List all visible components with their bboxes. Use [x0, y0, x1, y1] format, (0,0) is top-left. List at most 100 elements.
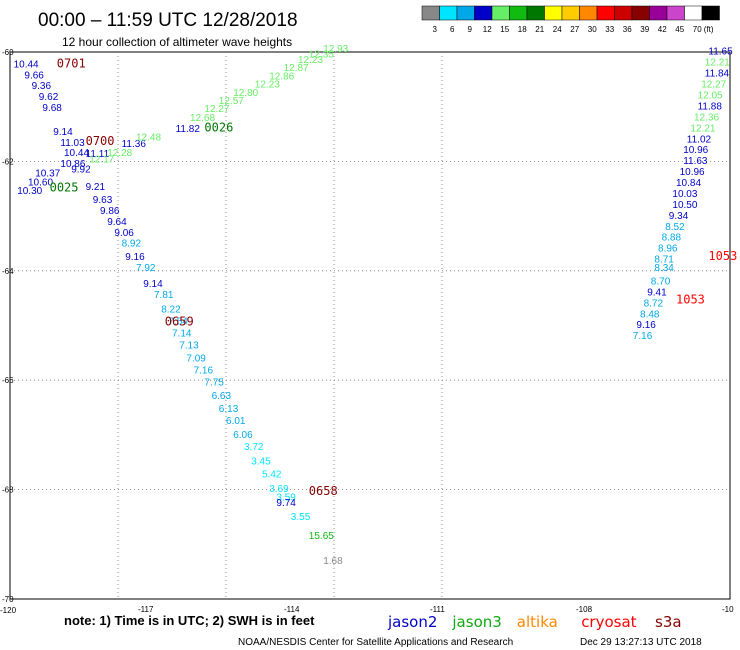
legend-label: 3 [433, 25, 438, 34]
wave-height-value: 10.84 [676, 178, 701, 189]
legend-label: 36 [623, 25, 632, 34]
wave-height-value: 6.01 [226, 416, 246, 427]
legend-swatch [649, 5, 668, 21]
wave-height-value: 11.02 [687, 134, 712, 145]
legend-label: 27 [570, 25, 579, 34]
wave-height-value: 12.57 [219, 96, 244, 107]
lon-tick-label: -117 [138, 605, 154, 614]
wave-height-value: 9.64 [107, 217, 127, 228]
wave-height-value: 9.92 [71, 164, 91, 175]
wave-height-value: 10.44 [14, 59, 39, 70]
longitude-labels: -120 -117 -114 -111 -108 -10 [0, 605, 734, 615]
wave-height-value: 8.92 [122, 239, 142, 250]
lon-tick-label: -10 [722, 605, 734, 614]
wave-height-value: 7.92 [136, 263, 156, 274]
wave-height-value: 12.21 [705, 58, 730, 69]
wave-height-value: 12.23 [255, 80, 280, 91]
pass-time-label: 0701 [57, 56, 86, 70]
legend-swatch [614, 5, 633, 21]
wave-height-value: 7.16 [633, 331, 653, 342]
wave-height-value: 3.72 [244, 442, 264, 453]
wave-height-value: 8.52 [665, 222, 685, 233]
wave-height-value: 3.69 [269, 484, 289, 495]
wave-height-value: 9.16 [636, 320, 656, 331]
wave-height-value: 12.93 [323, 44, 348, 55]
wave-height-value: 7.81 [154, 290, 174, 301]
legend-swatch [666, 5, 685, 21]
wave-height-value: 12.68 [190, 113, 215, 124]
pass-time-label: 0658 [309, 484, 338, 498]
legend-swatch [631, 5, 650, 21]
satellite-name: s3a [655, 613, 682, 631]
legend-swatch [439, 5, 458, 21]
satellite-name: cryosat [581, 613, 636, 631]
wave-height-value: 11.63 [683, 156, 708, 167]
satellite-name: jason3 [451, 613, 501, 631]
pass-time-label: 1053 [708, 249, 737, 263]
map-frame [9, 51, 731, 600]
credit-text: NOAA/NESDIS Center for Satellite Applica… [238, 637, 513, 648]
wave-height-value: 12.35 [309, 49, 334, 60]
wave-height-value: 7.13 [179, 340, 199, 351]
wave-height-value: 11.03 [60, 138, 85, 149]
legend-label: 39 [640, 25, 649, 34]
wave-height-value: 10.96 [683, 145, 708, 156]
wave-height-value: 9.21 [86, 182, 106, 193]
wave-height-value: 9.36 [32, 81, 52, 92]
legend-label: 6 [450, 25, 455, 34]
map-title: 00:00 – 11:59 UTC 12/28/2018 [38, 10, 298, 31]
wave-height-value: 12.87 [284, 63, 309, 74]
wave-height-value: 12.21 [690, 123, 715, 134]
legend-swatch [596, 5, 615, 21]
legend-swatch [474, 5, 493, 21]
wave-height-value: 8.70 [651, 276, 671, 287]
legend-label: 18 [518, 25, 527, 34]
pass-time-labels: 0701 0700 0025 0026 0659 0658 1053 1053 [50, 56, 738, 498]
wave-height-value: 9.62 [39, 92, 59, 103]
wave-height-value: 12.86 [269, 71, 294, 82]
wave-height-value: 10.86 [60, 159, 85, 170]
wave-height-value: 11.88 [698, 101, 723, 112]
wave-height-value: 12.80 [233, 88, 258, 99]
wave-height-value: 3.45 [251, 456, 271, 467]
wave-height-value: 8.71 [654, 255, 674, 266]
wave-height-value: 8.34 [654, 263, 674, 274]
legend-swatch [579, 5, 598, 21]
pass-time-label: 0026 [204, 120, 233, 134]
legend-label: 33 [605, 25, 614, 34]
wave-height-value: 12.28 [107, 148, 132, 159]
wave-height-value: 9.68 [42, 103, 62, 114]
legend-label: 45 [675, 25, 684, 34]
lat-tick-label: -66 [2, 376, 14, 385]
wave-height-value: 7.14 [172, 328, 192, 339]
wave-height-value: 8.96 [658, 244, 678, 255]
map-subtitle: 12 hour collection of altimeter wave hei… [62, 35, 292, 49]
wave-height-value: 8.22 [161, 304, 181, 315]
legend-swatch [684, 5, 703, 21]
wave-height-value: 9.34 [669, 211, 689, 222]
color-legend: 3 6 9 12 15 18 21 24 27 30 33 36 39 42 45 70 (ft) [421, 5, 720, 34]
wave-height-value: 5.42 [262, 470, 282, 481]
wave-height-value: 6.13 [219, 404, 239, 415]
satellite-name: jason2 [387, 613, 437, 631]
wave-height-value: 10.96 [680, 167, 705, 178]
legend-label: 9 [468, 25, 473, 34]
wave-height-value: 7.09 [186, 354, 206, 365]
legend-swatch [526, 5, 545, 21]
pass-time-label: 1053 [676, 293, 705, 307]
legend-swatch [421, 5, 440, 21]
wave-height-value: 12.36 [694, 112, 719, 123]
lon-tick-label: -120 [0, 606, 17, 615]
wave-height-value: 10.60 [28, 177, 53, 188]
wave-height-value: 7.54 [168, 316, 188, 327]
wave-height-value: 9.16 [125, 252, 145, 263]
wave-height-points: 10.449.669.369.629.689.1411.0310.4411.11… [14, 44, 734, 567]
wave-height-value: 6.06 [233, 430, 253, 441]
lon-tick-label: -114 [284, 605, 300, 614]
wave-height-value: 11.11 [86, 149, 110, 160]
wave-height-value: 11.84 [705, 69, 730, 80]
wave-height-value: 10.30 [17, 186, 42, 197]
wave-height-value: 6.63 [212, 391, 232, 402]
